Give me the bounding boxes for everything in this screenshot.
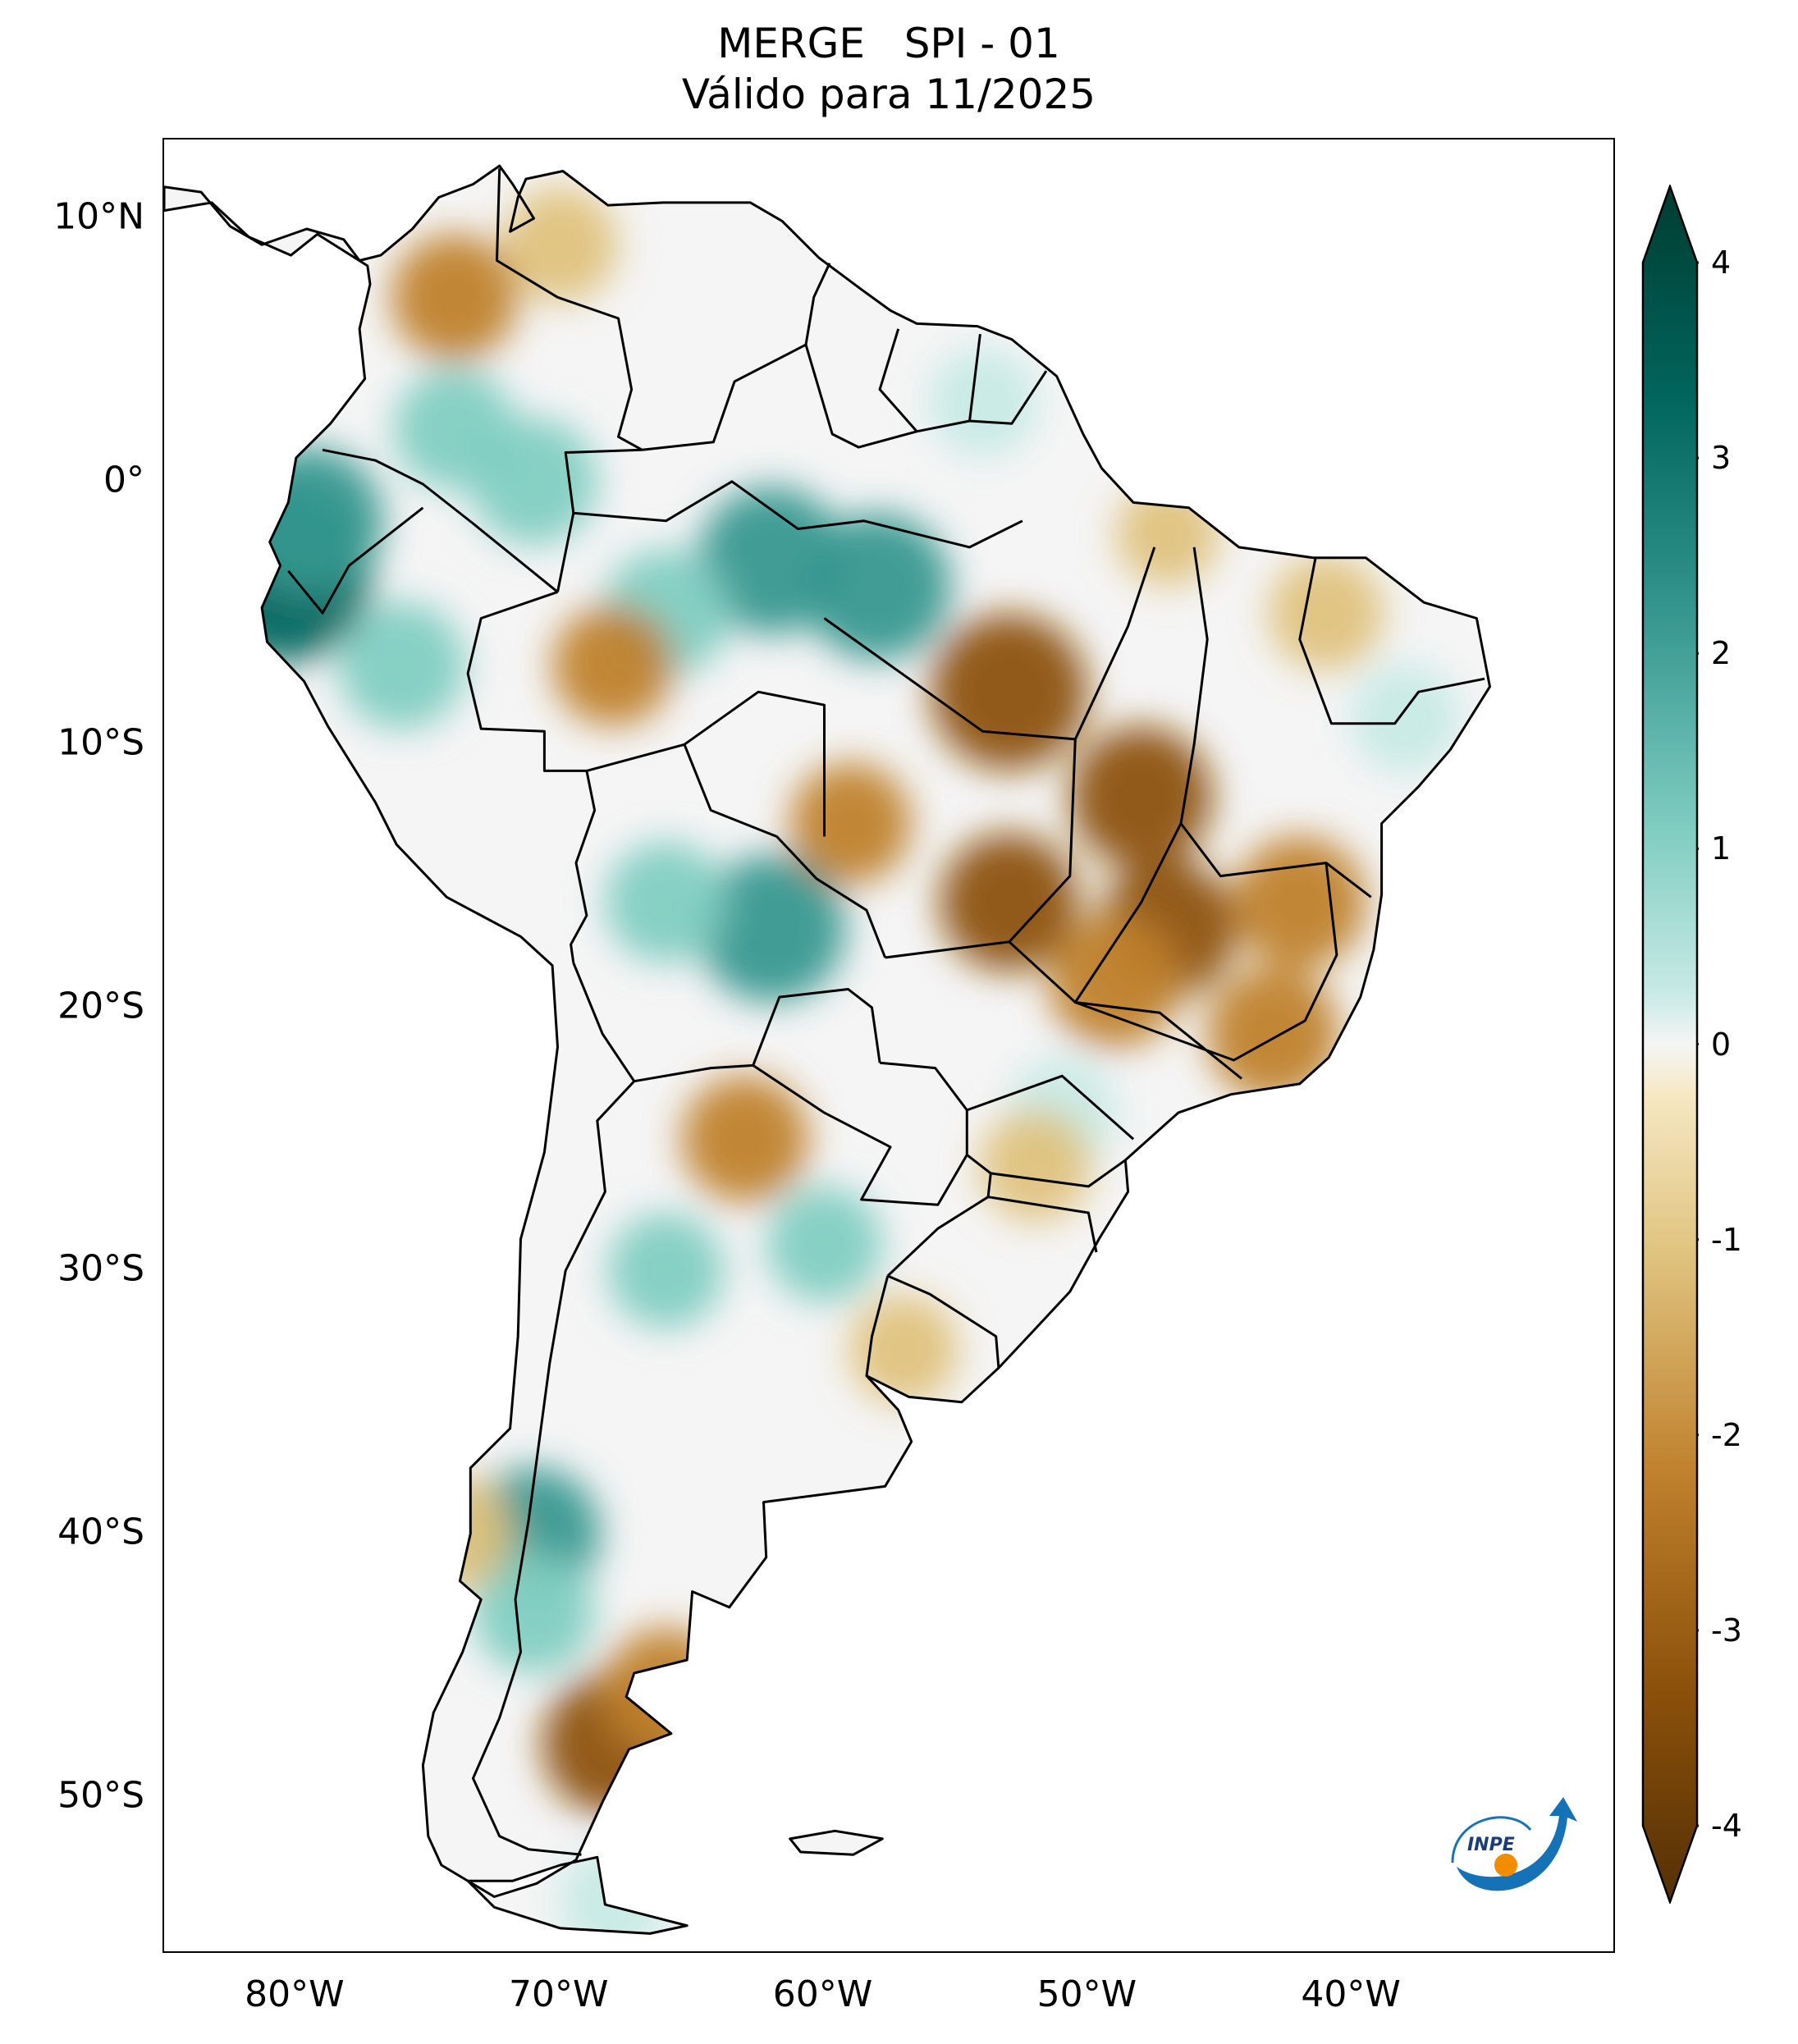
border-ecuador-peru (287, 506, 424, 615)
land-layer (164, 166, 1490, 1934)
lat-label-5: 40°S (57, 1511, 144, 1553)
border-brazil-states-sc (991, 1159, 1127, 1188)
colorbar-label-6: -2 (1711, 1416, 1742, 1453)
logo-orbit-arc (1451, 1816, 1532, 1863)
spi-anomaly-dry-25 (1048, 914, 1182, 1048)
coastline-tierra-del-fuego (466, 1855, 689, 1935)
lat-label-3: 20°S (57, 985, 144, 1027)
logo-text: INPE (1467, 1835, 1515, 1855)
title-line-1: MERGE SPI - 01 (717, 20, 1060, 67)
spi-anomaly-dry-33 (1268, 555, 1384, 671)
country-borders (164, 164, 1491, 1935)
border-brazil-states-center (885, 738, 1077, 959)
border-colombia-venezuela (496, 168, 643, 451)
spi-anomaly-wet-12 (608, 1213, 724, 1328)
lat-label-1: 0° (103, 459, 144, 501)
spi-anomaly-wet-8 (698, 854, 846, 1003)
border-peru-bolivia (570, 771, 597, 963)
spi-anomaly-dry-34 (979, 1109, 1092, 1222)
spi-anomaly-dry-20 (931, 613, 1088, 771)
inpe-logo: INPE (1451, 1797, 1577, 1891)
border-guyana-suriname (878, 328, 918, 432)
border-suriname-guiana (968, 334, 981, 422)
spi-anomaly-dry-19 (502, 187, 618, 303)
border-uruguay (887, 1274, 1000, 1369)
spi-anomaly-dry-22 (940, 833, 1079, 972)
border-peru-brazil (466, 590, 587, 772)
logo-swoosh (1457, 1797, 1577, 1891)
spi-anomaly-wet-14 (1350, 663, 1461, 773)
border-paraguay-brazil (879, 1061, 968, 1155)
colorbar-label-3: 1 (1711, 830, 1732, 867)
colorbar-label-4: 0 (1711, 1026, 1732, 1063)
border-guiana-brazil (804, 344, 1048, 449)
spi-anomaly-wet-9 (605, 841, 727, 963)
colorbar-label-5: -1 (1711, 1221, 1742, 1258)
spi-anomaly-wet-13 (766, 1187, 882, 1302)
spi-anomaly-wet-15 (928, 347, 1038, 458)
lat-label-6: 50°S (57, 1774, 144, 1817)
border-brazil-states-rondonia (684, 690, 826, 837)
spi-anomaly-dry-27 (789, 762, 912, 885)
border-chile-bolivia-argentina (472, 962, 636, 1856)
colorbar-label-1: 3 (1711, 440, 1732, 477)
spi-anomaly-dry-24 (1233, 835, 1366, 969)
coastline-falklands (789, 1829, 884, 1856)
colorbar-label-8: -4 (1711, 1808, 1742, 1844)
border-brazil-states-se (1008, 940, 1242, 1080)
border-brazil-states-amazon (573, 480, 1023, 549)
lon-label-1: 70°W (508, 1973, 609, 2015)
spi-anomaly-wet-1 (236, 446, 383, 595)
lon-label-4: 40°W (1301, 1973, 1401, 2015)
border-brazil-states-rs (987, 1196, 1098, 1253)
spi-anomaly-wet-3 (803, 512, 951, 661)
spi-anomaly-dry-32 (396, 1475, 513, 1592)
border-colombia-brazil (556, 448, 643, 592)
spi-anomaly-dry-26 (1206, 967, 1340, 1100)
map-panel (162, 138, 1615, 1953)
border-uruguay-argentina (865, 1275, 890, 1376)
lat-label-2: 10°S (57, 721, 144, 764)
spi-anomaly-dry-36 (1115, 482, 1219, 586)
spi-anomaly-wet-6 (394, 368, 515, 490)
spi-colorbar (1641, 185, 1699, 1904)
border-brazil-states-mg (1073, 822, 1338, 1062)
lat-label-4: 30°S (57, 1247, 144, 1290)
spi-anomaly-dry-29 (552, 605, 674, 726)
map-title: MERGE SPI - 01 Válido para 11/2025 (162, 18, 1615, 120)
spi-anomaly-wet-11 (473, 1552, 595, 1674)
spi-anomaly-dry-18 (391, 233, 519, 361)
lon-label-3: 50°W (1036, 1973, 1137, 2015)
lat-label-0: 10°N (53, 195, 144, 238)
border-bolivia-argentina-paraguay (634, 988, 881, 1083)
colorbar-label-7: -3 (1711, 1612, 1742, 1648)
colorbar-ticks (1697, 261, 1699, 1827)
border-venezuela-brazil (642, 263, 831, 451)
lon-label-0: 80°W (245, 1973, 345, 2015)
spi-map (164, 164, 1491, 1935)
spi-anomaly-dry-28 (681, 1075, 809, 1203)
border-brazil-states-south (966, 1074, 1135, 1141)
colorbar-label-2: 2 (1711, 635, 1732, 672)
border-colombia-ecuador-peru (322, 448, 559, 593)
colorbar-body (1641, 185, 1699, 1904)
border-brazil-states-ne (1298, 557, 1485, 725)
spi-anomaly-dry-35 (849, 1295, 958, 1405)
spi-anomaly-wet-7 (338, 601, 466, 729)
lon-label-2: 60°W (772, 1973, 873, 2015)
border-paraguay-argentina (752, 1064, 968, 1206)
spi-anomaly-dry-21 (1070, 726, 1213, 868)
title-line-2: Válido para 11/2025 (681, 71, 1096, 118)
logo-sun (1494, 1854, 1517, 1877)
colorbar-label-0: 4 (1711, 245, 1732, 281)
